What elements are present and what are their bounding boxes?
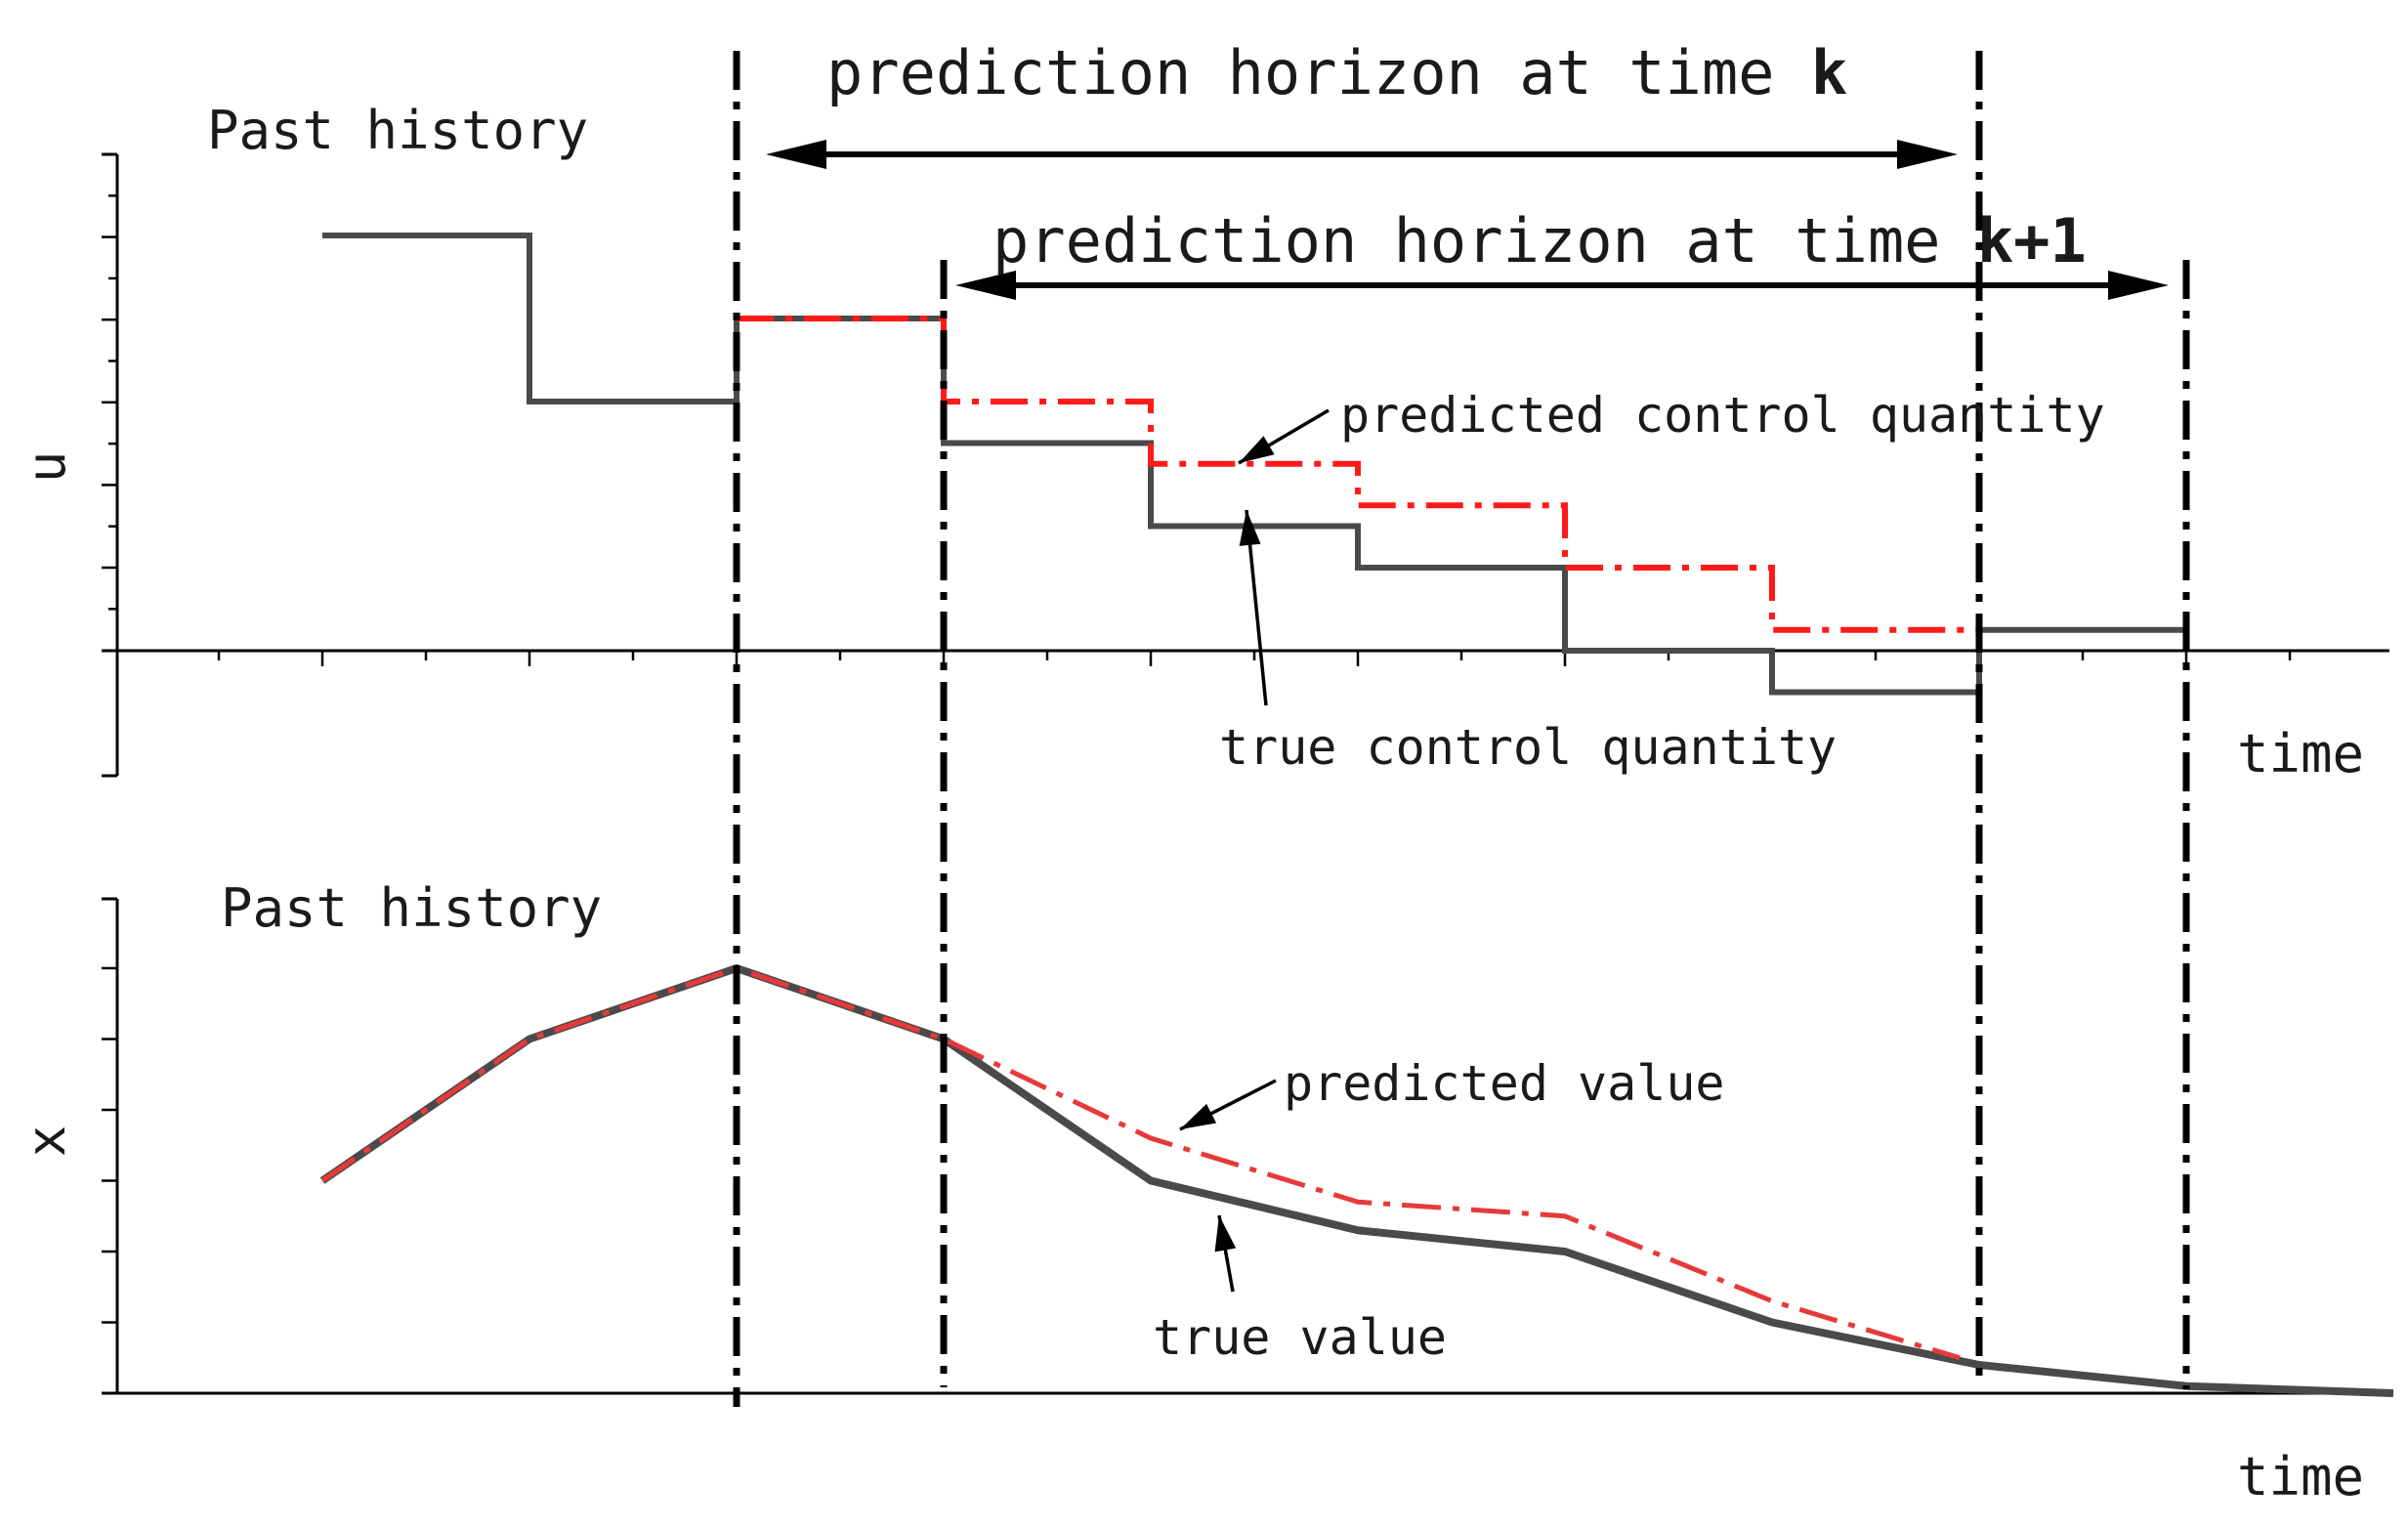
pointer-true-value-head (1214, 1215, 1237, 1253)
predicted-control-curve (737, 316, 1979, 633)
horizon-k-prefix: prediction horizon at time (826, 37, 1811, 108)
pointer-true-control-head (1239, 510, 1261, 546)
top-ylabel: u (16, 451, 77, 484)
horizon-markers-layer (733, 51, 2190, 1407)
pointer-predicted-control-head (1239, 436, 1275, 463)
horizon-k-arrow-head-left (766, 140, 826, 169)
horizon-k-symbol: k (1811, 37, 1847, 108)
top-past-history-label: Past history (207, 100, 588, 161)
horizon-k-arrow-head-right (1897, 140, 1958, 169)
horizon-k1-arrow-head-right (2108, 271, 2169, 300)
top-xlabel: time (2237, 723, 2364, 785)
horizon-k-label: prediction horizon at time k (826, 37, 1847, 108)
horizon-k1-symbol: k+1 (1977, 205, 2087, 276)
bottom-past-history-label: Past history (221, 877, 602, 939)
bottom-ylabel: x (16, 1126, 77, 1158)
true-value-curve (319, 964, 2394, 1397)
predicted-control-label: predicted control quantity (1340, 387, 2105, 444)
true-value-label: true value (1153, 1309, 1447, 1366)
predicted-value-curve (320, 965, 1961, 1361)
true-control-label: true control quantity (1219, 719, 1837, 776)
horizon-k1-arrow-head-left (955, 271, 1016, 300)
arrows-layer (766, 140, 2169, 1293)
horizon-k1-label: prediction horizon at time k+1 (993, 205, 2087, 276)
predicted-value-label: predicted value (1284, 1055, 1725, 1112)
horizon-k1-prefix: prediction horizon at time (993, 205, 1977, 276)
bottom-xlabel: time (2237, 1446, 2364, 1508)
true-control-curve (322, 233, 2189, 696)
pointer-predicted-value-head (1180, 1103, 1217, 1129)
